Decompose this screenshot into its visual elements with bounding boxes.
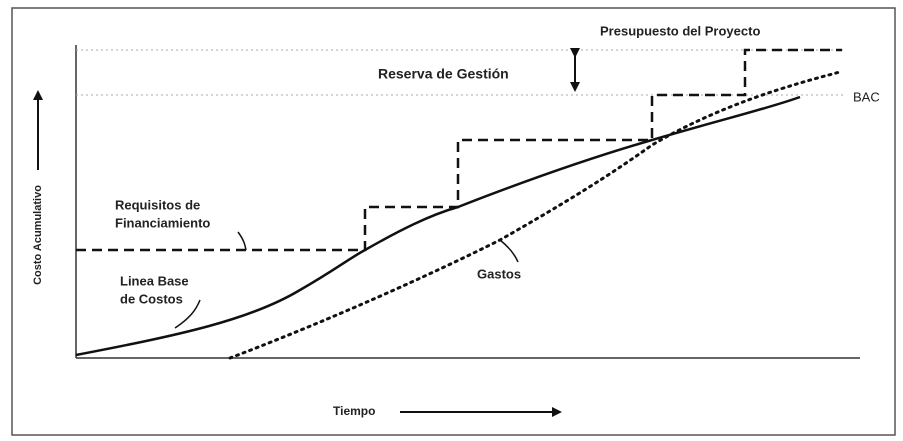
baseline-label: Linea Base (120, 273, 189, 288)
reserve-label: Reserva de Gestión (378, 66, 509, 82)
spend-label: Gastos (477, 266, 521, 281)
x-axis-label: Tiempo (333, 404, 375, 418)
spend-pointer (499, 239, 519, 263)
baseline-pointer (174, 299, 201, 329)
funding-pointer (237, 231, 247, 251)
baseline-label: de Costos (120, 291, 183, 306)
frame (11, 7, 896, 436)
spend-curve (228, 70, 842, 360)
funding-label: Requisitos de (115, 197, 200, 212)
baseline-curve (75, 95, 801, 357)
funding-label: Financiamiento (115, 215, 210, 230)
bac-label: BAC (853, 89, 880, 104)
y-axis-label: Costo Acumulativo (32, 185, 44, 285)
funding-steps (76, 48, 842, 252)
budget-label: Presupuesto del Proyecto (600, 23, 760, 38)
